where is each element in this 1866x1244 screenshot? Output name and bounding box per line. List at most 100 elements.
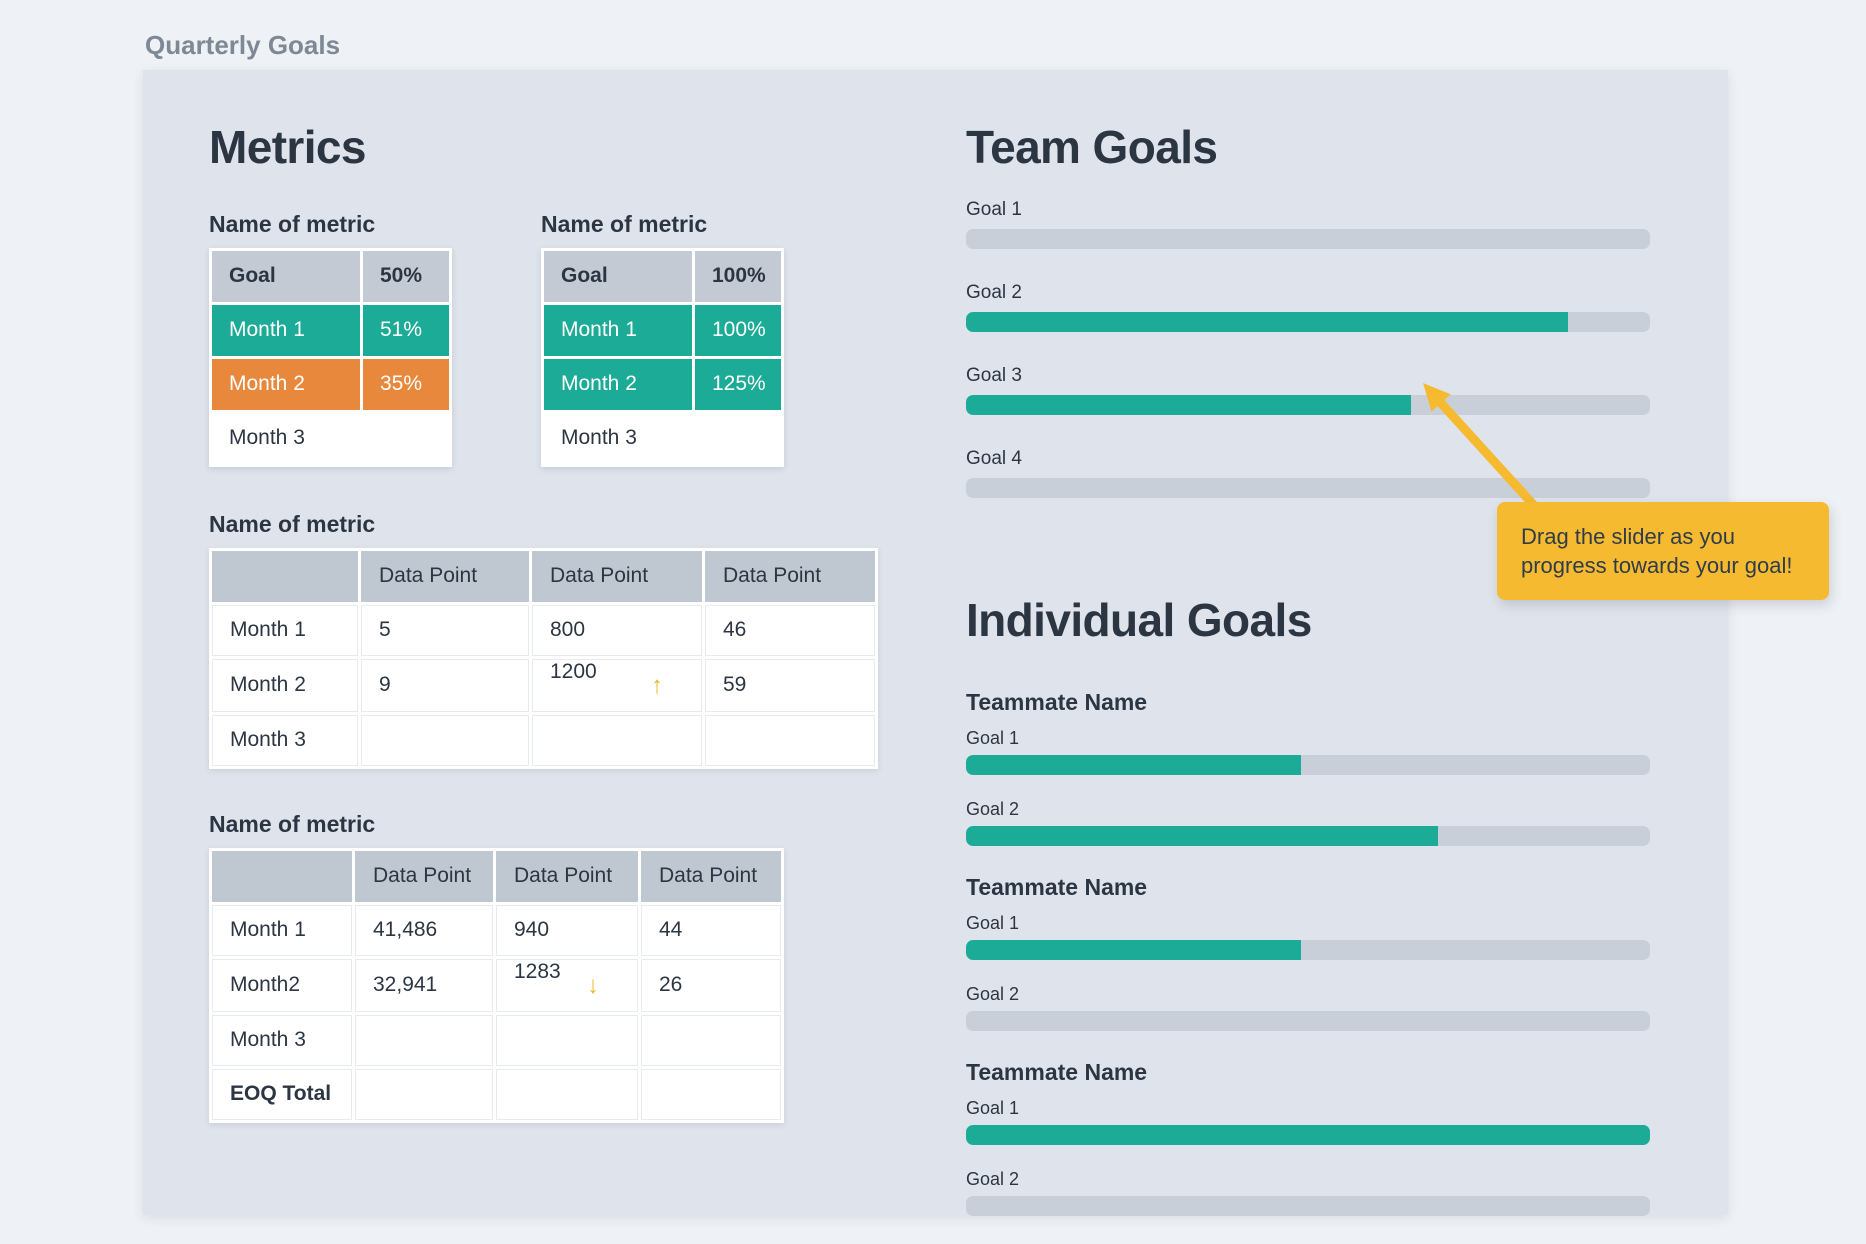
goal-progress-slider[interactable] — [966, 394, 1650, 415]
month-label-cell: Month 1 — [212, 304, 360, 356]
goal-label: Goal 1 — [966, 198, 1022, 220]
goal-progress-fill[interactable] — [966, 1125, 1650, 1146]
header-goal-value-cell[interactable]: 50% — [363, 250, 449, 302]
data-cell[interactable]: 44 — [641, 904, 781, 956]
data-cell[interactable]: ↑ 1200 — [532, 658, 702, 712]
table-row: Month 2 35% — [212, 358, 449, 410]
individual-goal-row: Goal 2 — [966, 984, 1650, 1032]
teammate-name: Teammate Name — [966, 689, 1148, 716]
data-cell[interactable] — [355, 1068, 493, 1120]
data-point-table-1: Data Point Data Point Data Point Month 1… — [209, 547, 878, 769]
goal-progress-slider[interactable] — [966, 940, 1650, 961]
header-data-point-cell: Data Point — [496, 850, 638, 902]
header-goal-value-cell[interactable]: 100% — [695, 250, 781, 302]
month-value-cell[interactable]: 51% — [363, 304, 449, 356]
data-cell[interactable]: 800 — [532, 604, 702, 656]
goal-label: Goal 1 — [966, 1098, 1020, 1119]
goal-progress-slider[interactable] — [966, 1125, 1650, 1146]
header-data-point-cell: Data Point — [705, 550, 875, 602]
data-cell[interactable] — [705, 714, 875, 766]
teammate-block: Teammate Name Goal 1 Goal 2 — [966, 1059, 1650, 1217]
table-header-row: Data Point Data Point Data Point — [212, 850, 781, 902]
data-cell[interactable] — [641, 1068, 781, 1120]
month-label-cell: Month 3 — [212, 412, 360, 464]
goal-label: Goal 1 — [966, 913, 1020, 934]
team-goal-row: Goal 2 — [966, 282, 1650, 332]
metric-block-2: Name of metric Goal 100% Month 1 100% Mo… — [541, 211, 784, 467]
metric-name-label: Name of metric — [209, 510, 376, 537]
data-cell[interactable]: 32,941 — [355, 958, 493, 1012]
teammate-name: Teammate Name — [966, 1059, 1148, 1086]
header-data-point-cell: Data Point — [361, 550, 529, 602]
data-cell[interactable]: 59 — [705, 658, 875, 712]
goal-progress-slider[interactable] — [966, 1011, 1650, 1032]
month-value-cell[interactable]: 100% — [695, 304, 781, 356]
goal-label: Goal 4 — [966, 447, 1022, 469]
team-goals-heading: Team Goals — [966, 121, 1218, 173]
data-cell[interactable] — [496, 1014, 638, 1066]
month-label-cell: Month 1 — [544, 304, 692, 356]
month-label-cell: Month 2 — [212, 358, 360, 410]
individual-goals-section: Individual Goals Teammate Name Goal 1 Go… — [966, 593, 1650, 1217]
month-value-cell[interactable]: 35% — [363, 358, 449, 410]
data-value: 1283 — [514, 959, 561, 983]
goal-progress-slider[interactable] — [966, 1196, 1650, 1217]
goal-progress-fill[interactable] — [966, 940, 1302, 961]
goal-progress-slider[interactable] — [966, 755, 1650, 776]
month-label-cell: Month 3 — [212, 714, 358, 766]
data-cell[interactable]: 9 — [361, 658, 529, 712]
data-cell[interactable]: 26 — [641, 958, 781, 1012]
goal-percent-table-2: Goal 100% Month 1 100% Month 2 125% Mo — [541, 247, 784, 467]
tooltip-pointer-arrow-icon — [1423, 383, 1545, 517]
metric-block-1: Name of metric Goal 50% Month 1 51% Mont… — [209, 211, 452, 467]
month-label-cell: Month 1 — [212, 604, 358, 656]
table-row: Month 1 5 800 46 — [212, 604, 875, 656]
month-value-cell[interactable] — [363, 412, 449, 464]
month-value-cell[interactable]: 125% — [695, 358, 781, 410]
table-header-row: Goal 50% — [212, 250, 449, 302]
goal-label: Goal 2 — [966, 799, 1020, 820]
metric-name-label: Name of metric — [209, 810, 376, 837]
data-cell[interactable] — [496, 1068, 638, 1120]
data-cell[interactable]: 940 — [496, 904, 638, 956]
table-row: EOQ Total — [212, 1068, 781, 1120]
team-goal-row: Goal 4 — [966, 448, 1650, 498]
team-goal-row: Goal 1 — [966, 199, 1650, 249]
goal-label: Goal 2 — [966, 281, 1022, 303]
header-goal-cell: Goal — [544, 250, 692, 302]
table-header-row: Data Point Data Point Data Point — [212, 550, 875, 602]
header-data-point-cell: Data Point — [532, 550, 702, 602]
goal-progress-fill[interactable] — [966, 826, 1438, 847]
header-empty-cell — [212, 850, 352, 902]
goal-label: Goal 2 — [966, 984, 1020, 1005]
data-cell[interactable] — [641, 1014, 781, 1066]
data-cell[interactable] — [361, 714, 529, 766]
data-cell[interactable]: 46 — [705, 604, 875, 656]
data-cell[interactable]: ↓ 1283 — [496, 958, 638, 1012]
month-value-cell[interactable] — [695, 412, 781, 464]
team-goal-row: Goal 3 — [966, 365, 1650, 415]
goal-progress-slider[interactable] — [966, 826, 1650, 847]
goal-progress-fill[interactable] — [966, 311, 1568, 332]
teammate-block: Teammate Name Goal 1 Goal 2 — [966, 874, 1650, 1032]
trend-down-icon: ↓ — [587, 971, 599, 999]
individual-goal-row: Goal 2 — [966, 1169, 1650, 1217]
frame-title: Quarterly Goals — [145, 30, 341, 60]
goal-progress-slider[interactable] — [966, 228, 1650, 249]
individual-goals-heading: Individual Goals — [966, 593, 1312, 646]
data-cell[interactable]: 5 — [361, 604, 529, 656]
goal-progress-fill[interactable] — [966, 394, 1411, 415]
goal-label: Goal 2 — [966, 1169, 1020, 1190]
table-row: Month 3 — [212, 1014, 781, 1066]
table-header-row: Goal 100% — [544, 250, 781, 302]
goal-progress-slider[interactable] — [966, 311, 1650, 332]
data-cell[interactable]: 41,486 — [355, 904, 493, 956]
quarterly-goals-board: Metrics Name of metric Goal 50% Month 1 … — [143, 70, 1829, 1217]
data-cell[interactable] — [532, 714, 702, 766]
teammate-name: Teammate Name — [966, 874, 1148, 901]
eoq-total-label-cell: EOQ Total — [212, 1068, 352, 1120]
goal-progress-fill[interactable] — [966, 755, 1302, 776]
goal-progress-slider[interactable] — [966, 477, 1650, 498]
drag-slider-tooltip: Drag the slider as you progress towards … — [1497, 502, 1829, 601]
data-cell[interactable] — [355, 1014, 493, 1066]
